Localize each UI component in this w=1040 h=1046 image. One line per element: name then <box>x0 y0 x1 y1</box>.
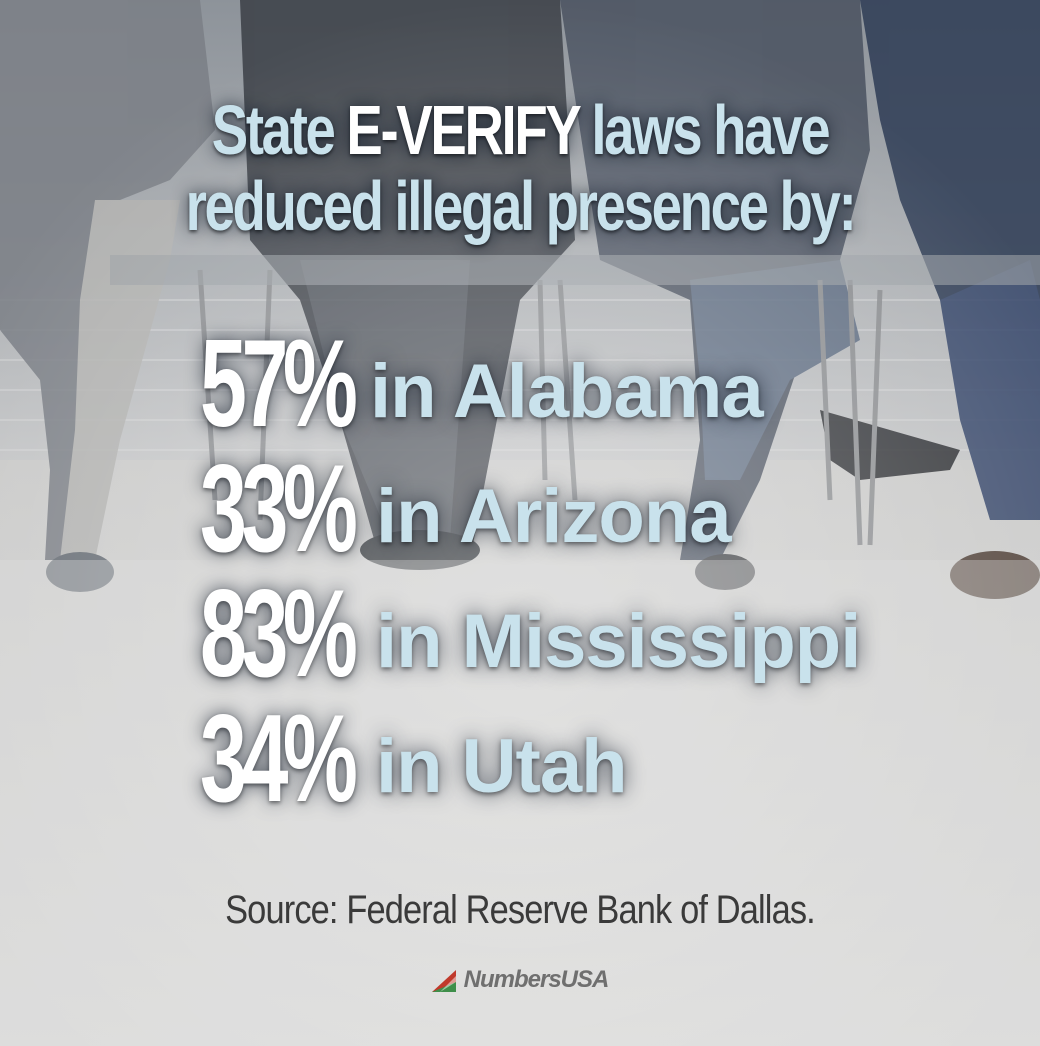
stat-place: in Arizona <box>376 474 732 559</box>
source-citation: Source: Federal Reserve Bank of Dallas. <box>225 888 816 932</box>
stat-place: in Utah <box>376 724 628 809</box>
stat-percent: 34% <box>200 690 358 828</box>
stat-place: in Mississippi <box>376 599 861 684</box>
stat-percent: 57% <box>200 315 358 453</box>
stat-row-utah: 34% in Utah <box>200 697 1000 822</box>
stat-row-alabama: 57% in Alabama <box>200 322 1000 447</box>
headline-e-verify: E-VERIFY <box>346 91 580 169</box>
stat-place: in Alabama <box>370 349 764 434</box>
triangle-flag-logo-icon <box>431 970 456 992</box>
brand-name: NumbersUSA <box>463 966 610 993</box>
brand-logo: NumbersUSA <box>0 966 1040 1000</box>
headline-line-2: reduced illegal presence by: <box>185 167 857 245</box>
stat-row-mississippi: 83% in Mississippi <box>200 572 1000 697</box>
headline-line-1-post: laws have <box>578 91 830 169</box>
stat-percent: 83% <box>200 565 358 703</box>
headline-line-1: State E-VERIFY laws have <box>114 92 925 168</box>
headline: State E-VERIFY laws have reduced illegal… <box>114 92 925 244</box>
stat-percent: 33% <box>200 440 358 578</box>
stats-list: 57% in Alabama 33% in Arizona 83% in Mis… <box>200 322 1000 822</box>
stat-row-arizona: 33% in Arizona <box>200 447 1000 572</box>
headline-line-1-pre: State <box>211 91 347 169</box>
